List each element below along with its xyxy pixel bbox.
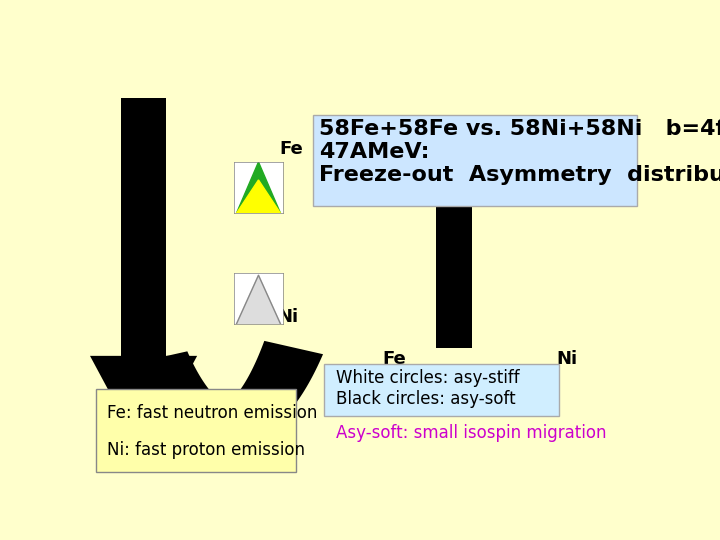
Bar [121, 98, 166, 356]
Text: Fe: Fe [279, 140, 303, 158]
Text: 58Fe+58Fe vs. 58Ni+58Ni   b=4fm
47AMeV:
Freeze-out  Asymmetry  distributions: 58Fe+58Fe vs. 58Ni+58Ni b=4fm 47AMeV: Fr… [319, 119, 720, 185]
FancyBboxPatch shape [313, 114, 637, 206]
Polygon shape [147, 341, 323, 443]
Polygon shape [236, 180, 281, 213]
Text: Ni: Ni [277, 308, 298, 326]
Text: White circles: asy-stiff
Black circles: asy-soft: White circles: asy-stiff Black circles: … [336, 369, 519, 408]
Text: Ni: Ni [557, 349, 577, 368]
FancyBboxPatch shape [96, 389, 297, 472]
Text: Ni: fast proton emission: Ni: fast proton emission [107, 441, 305, 459]
Polygon shape [236, 275, 281, 324]
Polygon shape [236, 162, 281, 213]
FancyBboxPatch shape [324, 364, 559, 416]
Text: Fe: fast neutron emission: Fe: fast neutron emission [107, 404, 317, 422]
Bar [436, 190, 472, 348]
Text: Asy-soft: small isospin migration: Asy-soft: small isospin migration [336, 424, 606, 442]
Polygon shape [90, 356, 197, 456]
Text: Fe: Fe [382, 349, 406, 368]
